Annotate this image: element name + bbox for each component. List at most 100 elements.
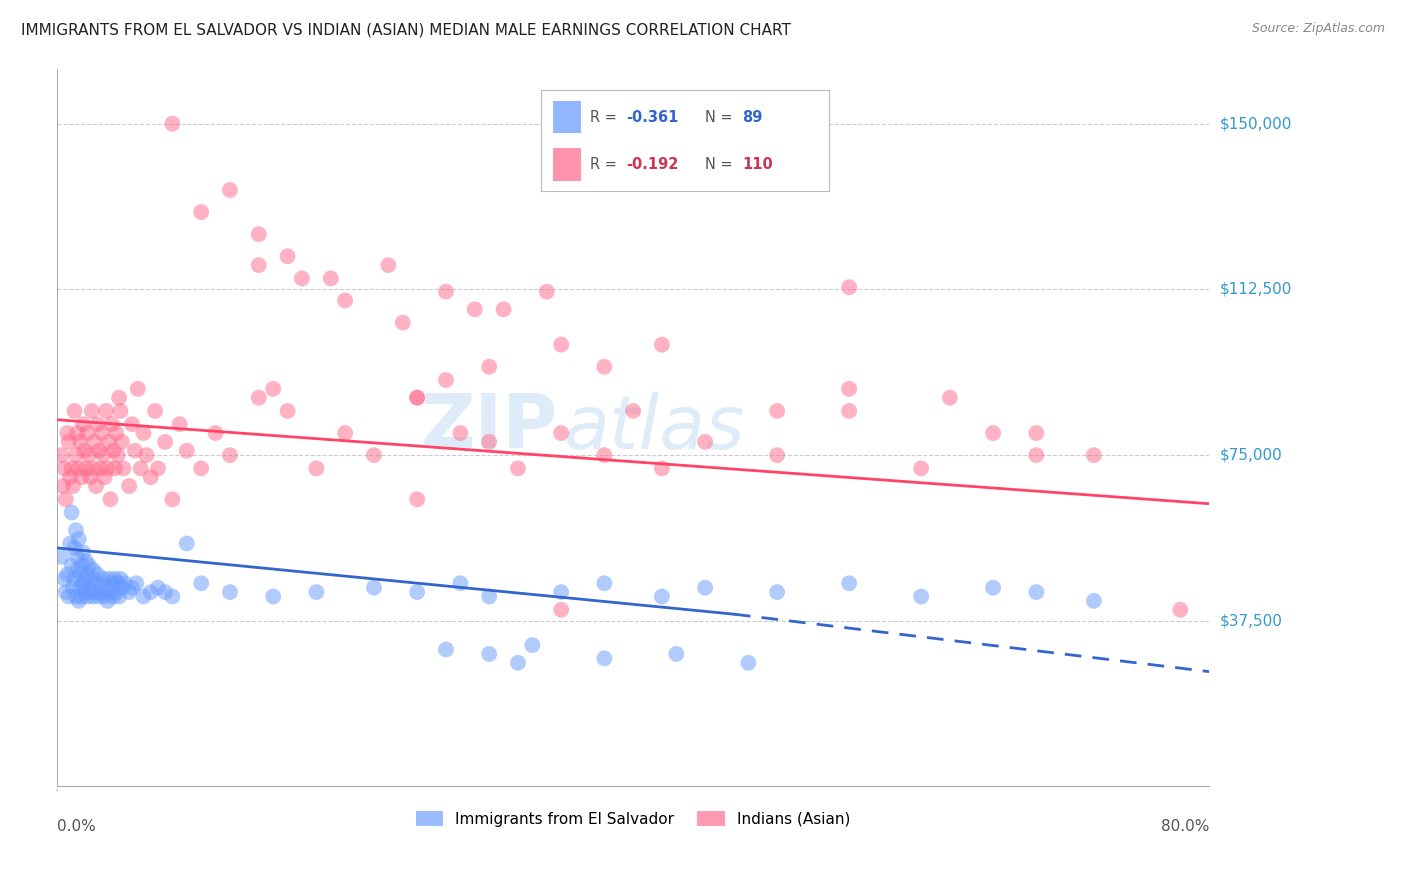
Point [77,448,100,462]
Point [83,576,105,591]
Point [305,585,328,599]
Point [277,404,299,418]
Point [55,585,77,599]
Point [94,581,117,595]
Point [82,590,104,604]
Point [53,461,76,475]
Point [449,576,471,591]
Point [434,285,457,299]
Point [84,479,107,493]
Point [132,590,155,604]
Point [107,448,129,462]
Point [62,479,84,493]
Point [190,205,212,219]
Point [70,558,93,573]
Point [305,461,328,475]
Point [247,258,270,272]
Point [66,549,89,564]
Point [51,448,73,462]
Point [76,567,98,582]
Point [766,585,789,599]
Point [76,590,98,604]
Point [118,479,141,493]
Point [70,590,93,604]
Point [333,293,356,308]
Point [478,590,501,604]
Text: $37,500: $37,500 [1220,614,1284,628]
Point [62,581,84,595]
Point [550,337,572,351]
Point [464,302,486,317]
Point [56,567,79,582]
Point [651,461,673,475]
Point [204,425,226,440]
Point [981,581,1004,595]
Point [65,448,87,462]
Text: $150,000: $150,000 [1220,116,1292,131]
Point [67,461,90,475]
Point [550,585,572,599]
Point [101,417,124,432]
Point [391,316,413,330]
Point [695,434,717,449]
Point [478,359,501,374]
Point [132,425,155,440]
Point [104,461,127,475]
Point [169,417,191,432]
Point [66,425,89,440]
Point [536,285,558,299]
Point [112,461,135,475]
Point [277,249,299,263]
Point [69,434,91,449]
Point [1083,448,1105,462]
Point [98,434,121,449]
Point [114,576,136,591]
Point [129,461,152,475]
Point [105,585,128,599]
Text: 0.0%: 0.0% [58,819,96,834]
Point [86,567,108,582]
Point [76,425,98,440]
Point [104,572,127,586]
Point [135,448,157,462]
Point [695,581,717,595]
Point [838,576,860,591]
Point [665,647,688,661]
Point [118,585,141,599]
Point [110,404,132,418]
Point [70,470,93,484]
Point [319,271,342,285]
Point [406,391,429,405]
Point [162,117,184,131]
Point [910,461,932,475]
Point [478,647,501,661]
Point [59,470,82,484]
Point [69,567,91,582]
Point [72,576,94,591]
Point [737,656,759,670]
Point [1025,425,1047,440]
Point [190,461,212,475]
Point [262,382,284,396]
Point [75,554,97,568]
Point [506,656,529,670]
Point [121,417,143,432]
Point [87,590,110,604]
Point [93,590,115,604]
Point [492,302,515,317]
Point [91,572,114,586]
Point [478,434,501,449]
Point [766,404,789,418]
Point [153,434,176,449]
Point [72,545,94,559]
Text: $112,500: $112,500 [1220,282,1292,297]
Point [103,443,125,458]
Point [593,448,616,462]
Point [89,461,111,475]
Text: $75,000: $75,000 [1220,448,1282,463]
Point [75,461,97,475]
Point [91,448,114,462]
Point [58,434,80,449]
Point [83,434,105,449]
Point [100,585,122,599]
